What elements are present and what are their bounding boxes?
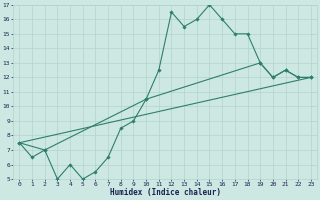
X-axis label: Humidex (Indice chaleur): Humidex (Indice chaleur): [110, 188, 220, 197]
